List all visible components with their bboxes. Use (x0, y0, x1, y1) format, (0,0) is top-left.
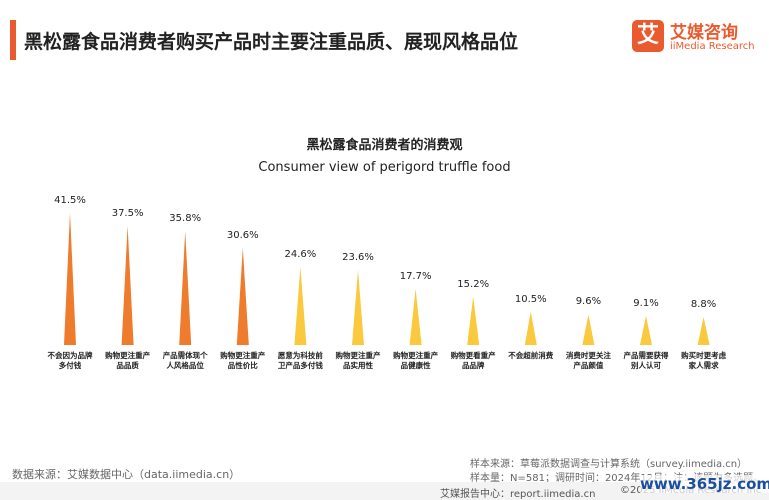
category-label: 购物更注重产品健康性 (393, 351, 439, 370)
category-label: 购买时更考虑家人需求 (681, 351, 727, 370)
category-label: 不会超前消费 (508, 351, 554, 360)
spike (467, 296, 480, 345)
value-label: 35.8% (169, 213, 202, 225)
value-label: 17.7% (399, 270, 432, 282)
spike (640, 316, 652, 345)
spike (121, 225, 134, 345)
report: 艾媒报告中心：report.iimedia.cn (440, 489, 596, 500)
watermark: www.365jz.com (640, 475, 769, 493)
category-label: 购物更注重产品品质 (105, 351, 151, 370)
spike (524, 311, 537, 345)
category-label: 消费时更关注产品颜值 (565, 351, 611, 370)
category-label: 购物更看重产品品牌 (450, 351, 496, 370)
category-label: 购物更注重产品性价比 (220, 351, 266, 370)
category-label: 愿意为科技前卫产品多付钱 (277, 351, 323, 370)
chart-subtitle: Consumer view of perigord truffle food (258, 160, 511, 175)
chart-title: 黑松露食品消费者的消费观 (306, 138, 463, 153)
sample-source: 样本来源：草莓派数据调查与计算系统（survey.iimedia.cn） (470, 459, 748, 470)
value-label: 24.6% (284, 248, 317, 260)
category-label: 产品需体现个人风格品位 (162, 351, 208, 370)
spike (294, 266, 307, 345)
spike (236, 247, 249, 345)
logo-en: iiMedia Research (670, 41, 755, 52)
spike (582, 314, 595, 345)
spike (409, 288, 422, 345)
spike (64, 213, 76, 345)
spike (179, 231, 192, 345)
value-label: 37.5% (111, 207, 144, 219)
value-label: 8.8% (690, 299, 717, 311)
category-label: 产品需要获得别人认可 (623, 351, 669, 370)
value-label: 23.6% (342, 251, 374, 263)
logo-cn: 艾媒咨询 (670, 23, 738, 43)
value-label: 10.5% (514, 293, 547, 305)
value-label: 30.6% (226, 229, 259, 241)
footer-bar (0, 482, 769, 500)
page-title: 黑松露食品消费者购买产品时主要注重品质、展现风格品位 (24, 31, 519, 53)
category-label: 不会因为品牌多付钱 (47, 351, 93, 370)
value-label: 15.2% (457, 278, 490, 290)
title-bar (10, 20, 16, 60)
source: 数据来源：艾媒数据中心（data.iimedia.cn） (12, 468, 241, 481)
sample-note: 样本量：N=581；调研时间：2024年12月；注：该题为多选题。 (470, 473, 764, 484)
spike (697, 317, 710, 345)
logo-icon: 艾 (632, 20, 664, 52)
category-label: 购物更注重产品实用性 (335, 351, 381, 370)
value-label: 9.1% (633, 298, 659, 310)
spike (352, 269, 364, 345)
value-label: 41.5% (54, 195, 86, 207)
value-label: 9.6% (575, 296, 602, 308)
